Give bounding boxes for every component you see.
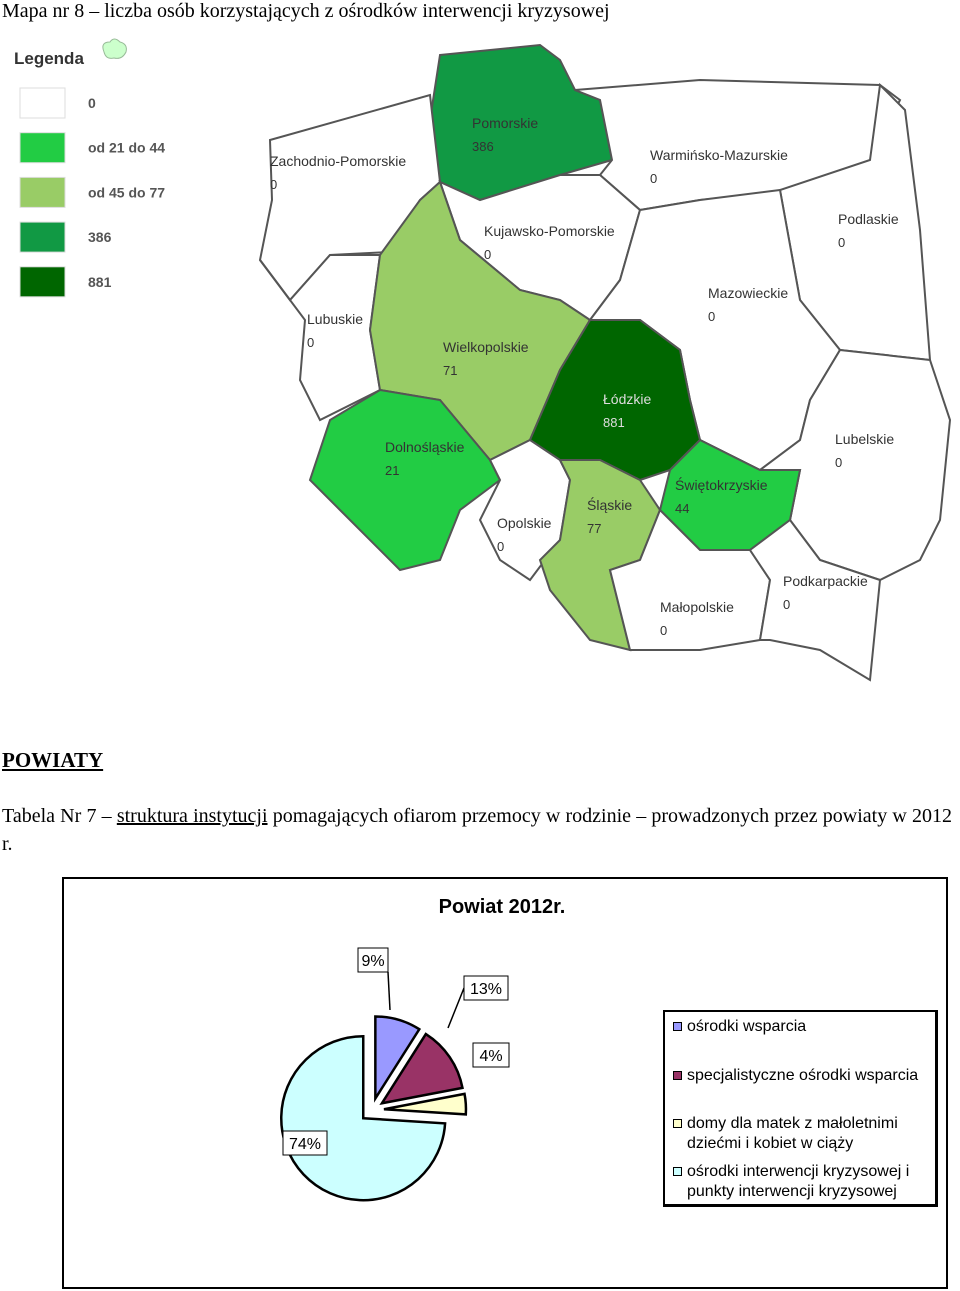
legend-swatch bbox=[19, 87, 66, 119]
chart-frame bbox=[62, 877, 948, 1289]
value-label: 4% bbox=[479, 1048, 502, 1065]
legend-swatch bbox=[19, 176, 66, 208]
legend-label: 0 bbox=[88, 95, 96, 111]
region-value: 21 bbox=[385, 463, 399, 478]
region-value: 0 bbox=[650, 171, 657, 186]
chart-legend: ośrodki wsparcia specjalistyczne ośrodki … bbox=[663, 1010, 938, 1207]
legend-label: od 21 do 44 bbox=[88, 140, 165, 156]
region-value: 0 bbox=[307, 335, 314, 350]
region-value: 44 bbox=[675, 501, 689, 516]
legend-label: ośrodki interwencji kryzysowej i punkty … bbox=[687, 1163, 910, 1200]
leader-line bbox=[447, 987, 465, 1029]
leader-line bbox=[387, 971, 391, 1011]
region-value: 881 bbox=[603, 415, 625, 430]
value-label-box bbox=[282, 1130, 328, 1156]
region-value: 0 bbox=[838, 235, 845, 250]
pie-slice bbox=[280, 1034, 447, 1202]
legend-swatch bbox=[19, 266, 66, 298]
region-name: Zachodnio-Pomorskie bbox=[270, 153, 406, 169]
value-label: 74% bbox=[289, 1136, 321, 1153]
region-value: 0 bbox=[497, 539, 504, 554]
legend-item: ośrodki wsparcia bbox=[673, 1017, 928, 1037]
caption-text: struktura instytucji bbox=[116, 805, 268, 827]
map-legend: Legenda 0 od 21 do 44 od 45 do 77 386 881 bbox=[14, 38, 165, 298]
region-value: 0 bbox=[708, 309, 715, 324]
caption-text: pomagających ofiarom przemocy w rodzinie… bbox=[2, 805, 952, 855]
region-name: Warmińsko-Mazurskie bbox=[650, 147, 788, 163]
legend-swatch bbox=[673, 1071, 682, 1080]
region-name: Dolnośląskie bbox=[385, 439, 465, 455]
region-name: Opolskie bbox=[497, 515, 552, 531]
legend-label: 386 bbox=[88, 229, 112, 245]
region-name: Podkarpackie bbox=[783, 573, 868, 589]
value-label-box bbox=[357, 947, 389, 973]
region-name: Łódzkie bbox=[603, 391, 651, 407]
value-label-box bbox=[472, 1042, 510, 1068]
region-value: 0 bbox=[484, 247, 491, 262]
region-name: Wielkopolskie bbox=[443, 339, 529, 355]
legend-swatch bbox=[673, 1022, 682, 1031]
region bbox=[308, 388, 502, 572]
legend-label: od 45 do 77 bbox=[88, 184, 165, 200]
pie-slice bbox=[374, 1015, 422, 1103]
region bbox=[258, 93, 442, 302]
region-value: 0 bbox=[835, 455, 842, 470]
legend-item: domy dla matek z małoletnimi dziećmi i k… bbox=[673, 1114, 928, 1154]
value-label: 13% bbox=[470, 981, 502, 998]
region-value: 71 bbox=[443, 363, 457, 378]
region-name: Świętokrzyskie bbox=[675, 476, 768, 493]
legend-swatch bbox=[19, 221, 66, 253]
legend-icon bbox=[102, 38, 127, 59]
value-label: 9% bbox=[361, 953, 384, 970]
region bbox=[748, 518, 882, 682]
legend-label: domy dla matek z małoletnimi dziećmi i k… bbox=[687, 1115, 898, 1152]
legend-label: 881 bbox=[88, 274, 112, 290]
legend-label: ośrodki wsparcia bbox=[687, 1018, 807, 1035]
legend-swatch bbox=[673, 1119, 682, 1128]
map: Pomorskie 386 Zachodnio-Pomorskie 0 Warmińsk… bbox=[258, 43, 952, 682]
region-name: Małopolskie bbox=[660, 599, 734, 615]
pie-slice bbox=[383, 1092, 468, 1116]
region-name: Kujawsko-Pomorskie bbox=[484, 223, 615, 239]
region-value: 386 bbox=[472, 139, 494, 154]
section-heading: POWIATY bbox=[2, 748, 104, 772]
region-value: 0 bbox=[660, 623, 667, 638]
chart-title: Powiat 2012r. bbox=[438, 896, 566, 918]
region-name: Lubelskie bbox=[835, 431, 894, 447]
region bbox=[528, 319, 702, 482]
table-caption: Tabela Nr 7 – struktura instytucji pomag… bbox=[2, 802, 952, 858]
pie-chart: 9% 13% 4% 74% bbox=[280, 947, 510, 1202]
legend-label: specjalistyczne ośrodki wsparcia bbox=[687, 1067, 919, 1084]
value-label-box bbox=[463, 975, 509, 1001]
caption-text: Tabela Nr 7 – bbox=[2, 805, 117, 827]
legend-swatch bbox=[19, 132, 66, 164]
region-value: 0 bbox=[783, 597, 790, 612]
region-name: Pomorskie bbox=[472, 115, 538, 131]
region-value: 77 bbox=[587, 521, 601, 536]
region-name: Lubuskie bbox=[307, 311, 363, 327]
region-name: Mazowieckie bbox=[708, 285, 788, 301]
legend-item: specjalistyczne ośrodki wsparcia bbox=[673, 1066, 928, 1086]
region-name: Śląskie bbox=[587, 496, 632, 513]
pie-slice bbox=[379, 1032, 464, 1106]
map-title: Mapa nr 8 – liczba osób korzystających z… bbox=[2, 0, 610, 22]
region-value: 0 bbox=[270, 177, 277, 192]
legend-item: ośrodki interwencji kryzysowej i punkty … bbox=[673, 1162, 928, 1202]
legend-swatch bbox=[673, 1167, 682, 1176]
region-name: Podlaskie bbox=[838, 211, 899, 227]
legend-title: Legenda bbox=[14, 49, 84, 68]
